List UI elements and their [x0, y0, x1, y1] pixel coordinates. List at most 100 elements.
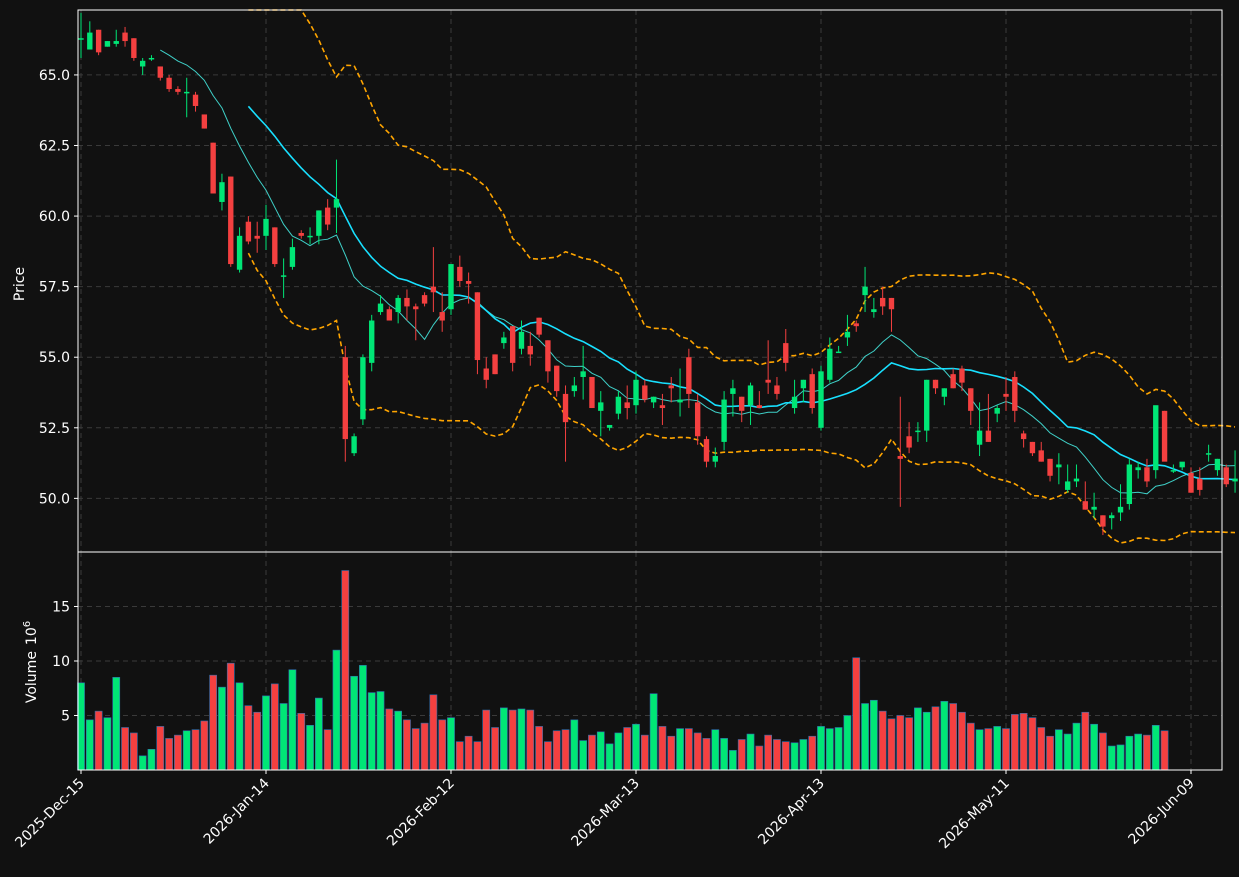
candle-body	[959, 368, 965, 383]
volume-bar	[138, 755, 147, 771]
candle-body	[228, 176, 234, 265]
candles	[78, 12, 1238, 536]
volume-bar	[623, 727, 632, 771]
volume-bar	[438, 719, 447, 771]
volume-bar	[455, 741, 464, 771]
volume-bar	[156, 726, 165, 771]
candle-body	[686, 357, 692, 394]
candle-body	[598, 402, 604, 411]
candle-body	[280, 275, 287, 277]
candle-body	[289, 247, 296, 267]
price-tick-label: 55.0	[39, 350, 70, 366]
volume-bar	[922, 711, 931, 771]
candle-body	[1100, 515, 1106, 527]
volume-bar	[429, 694, 438, 771]
candle-body	[562, 393, 569, 423]
candle-body	[254, 235, 260, 239]
volume-bar	[1160, 730, 1169, 771]
volume-bar	[447, 717, 455, 771]
volume-bar	[226, 662, 235, 771]
candle-body	[404, 297, 410, 307]
candle-body	[818, 371, 824, 428]
candle-body	[589, 376, 595, 409]
candle-body	[395, 297, 401, 313]
volume-bar	[949, 703, 957, 771]
volume-bar	[544, 741, 552, 771]
volume-bar	[535, 726, 543, 771]
candle-body	[1047, 458, 1053, 476]
candle-body	[1144, 467, 1150, 482]
candle-body	[1223, 467, 1229, 485]
volume-bar	[1107, 745, 1116, 771]
volume-bar	[1046, 735, 1054, 771]
candle-body	[1020, 433, 1027, 440]
volume-bar	[878, 710, 887, 771]
volume-bar	[526, 709, 535, 771]
candle-body	[677, 399, 683, 403]
candle-body	[844, 331, 851, 338]
candle-body	[518, 331, 525, 349]
volume-bar	[579, 740, 587, 771]
candle-body	[483, 368, 489, 380]
volume-bar	[596, 731, 605, 771]
candle-body	[1205, 453, 1212, 455]
volume-bar	[737, 739, 746, 771]
candle-body	[985, 430, 992, 442]
candle-body	[791, 396, 798, 409]
candle-body	[333, 199, 340, 208]
volume-bar	[817, 726, 825, 771]
volume-bar	[297, 713, 306, 771]
volume-bar	[711, 729, 720, 771]
volume-bar	[341, 570, 350, 771]
volume-bar	[852, 657, 861, 771]
candle-body	[1003, 393, 1009, 397]
volume-bar	[640, 734, 649, 771]
candle-body	[774, 385, 780, 394]
candle-body	[377, 303, 384, 313]
candle-body	[1073, 478, 1080, 482]
candle-body	[148, 57, 155, 60]
volume-bar	[411, 728, 420, 771]
candle-body	[1188, 472, 1194, 493]
candle-body	[1153, 405, 1159, 471]
price-tick-label: 62.5	[39, 139, 70, 155]
candle-body	[439, 312, 445, 321]
candle-body	[571, 385, 578, 392]
volume-bar	[781, 741, 790, 771]
volume-bar	[288, 669, 297, 771]
volume-bar	[182, 730, 191, 771]
volume-bar	[235, 682, 244, 771]
candle-body	[413, 306, 419, 310]
volume-bar	[306, 725, 314, 771]
candle-body	[122, 32, 128, 42]
volume-bar	[905, 717, 913, 771]
volume-axis-label-text: Volume	[24, 651, 40, 703]
volume-axis-unit: 10	[24, 627, 40, 645]
candle-body	[783, 343, 789, 363]
candle-body	[862, 286, 868, 296]
candle-body	[465, 281, 472, 284]
volume-bar	[1116, 744, 1125, 771]
volume-bar	[914, 707, 922, 771]
candle-body	[932, 379, 939, 389]
volume-bar	[746, 733, 755, 771]
volume-bar	[420, 722, 429, 771]
candle-body	[835, 351, 842, 354]
volume-bar	[209, 674, 217, 771]
volume-bar	[508, 709, 517, 771]
candle-body	[131, 38, 137, 58]
candle-body	[139, 60, 146, 67]
volume-bar	[367, 692, 376, 771]
candle-body	[87, 32, 93, 50]
candle-body	[827, 348, 833, 380]
volume-bar	[244, 705, 253, 771]
volume-bar	[403, 719, 411, 771]
candle-body	[694, 402, 701, 437]
volume-tick-label: 10	[52, 654, 70, 670]
candle-body	[474, 292, 481, 361]
volume-bar	[130, 732, 138, 771]
volume-bar	[323, 729, 332, 771]
candle-body	[756, 405, 763, 409]
volume-bar	[332, 649, 341, 771]
candle-body	[1197, 478, 1203, 490]
